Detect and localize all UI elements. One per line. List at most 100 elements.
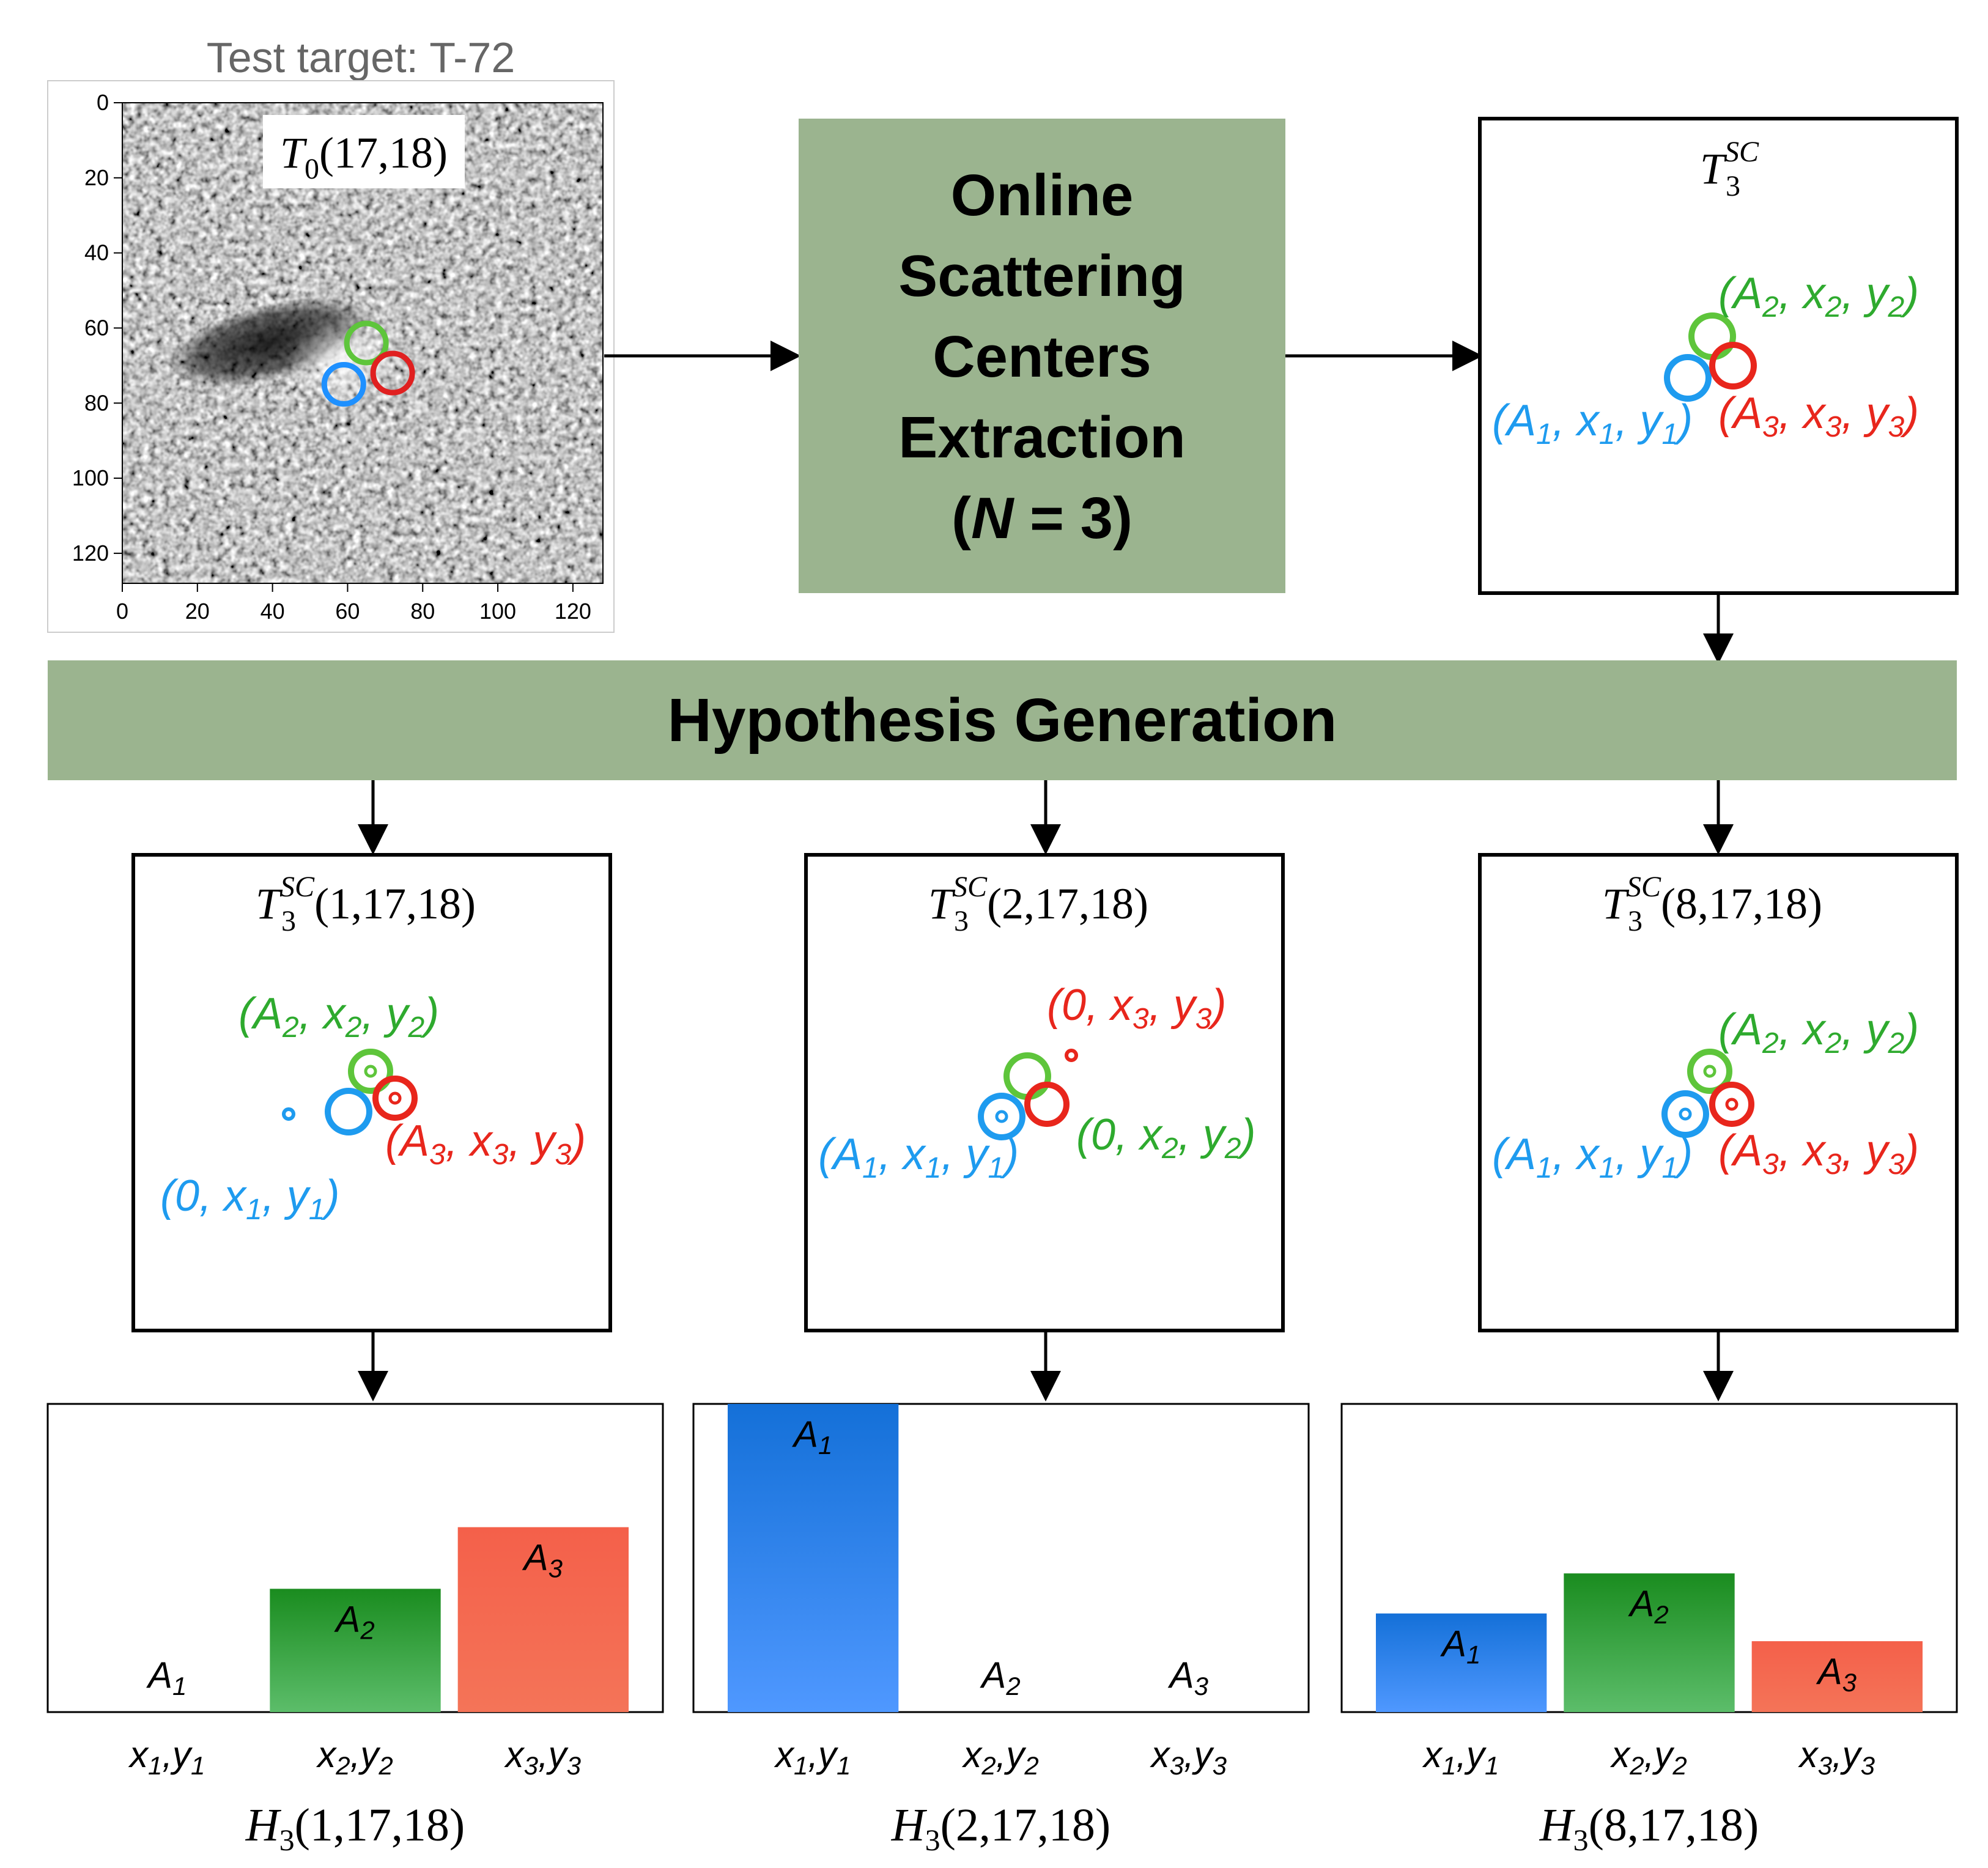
bar-label: A1: [792, 1414, 832, 1460]
extraction-line-4: Extraction: [898, 405, 1185, 470]
bar-label: A3: [522, 1537, 563, 1583]
hypothesis-box-2-title: TSC(2,17,18): [928, 871, 1148, 928]
h3-red-dot: [1725, 1098, 1739, 1111]
extraction-box: Online Scattering Centers Extraction (N …: [799, 119, 1285, 593]
hypothesis-box-1-title: TSC(1,17,18): [256, 871, 476, 928]
bar-blue: [728, 1404, 899, 1712]
h1-label-blue: (0, x1, y1): [160, 1172, 339, 1226]
category-label: x2,y2: [316, 1734, 393, 1780]
sar-x-tick-label: 40: [261, 599, 285, 624]
tsc-box: TSC 3 (A2, x2, y2) (A1, x1, y1) (A3, x3,…: [1478, 117, 1959, 595]
bar-label: A3: [1816, 1651, 1857, 1697]
category-label: x2,y2: [1609, 1734, 1687, 1780]
sar-x-tick-label: 120: [555, 599, 591, 624]
extraction-line-3: Centers: [933, 324, 1151, 389]
hypothesis-bar-bg: [48, 660, 1957, 780]
h1-blue-center: [325, 1088, 372, 1135]
h2-label-green: (0, x2, y2): [1076, 1110, 1255, 1165]
sar-y-tick-label: 120: [72, 541, 109, 566]
h1-blue-shrunk: [282, 1107, 295, 1121]
histogram-chart-1: A1 x1,y1 A2 x2,y2 A3 x3,y3 H3(1,17,18): [46, 1403, 664, 1857]
blue-detection-circle: [321, 362, 366, 407]
category-label: x1,y1: [1422, 1734, 1499, 1780]
sar-y-tick-label: 0: [97, 90, 109, 115]
extraction-box-bg: [799, 119, 1285, 593]
h3-blue-center: [1661, 1090, 1709, 1138]
tsc-label-blue: (A1, x1, y1): [1492, 396, 1693, 451]
tsc-label-red: (A3, x3, y3): [1718, 389, 1919, 443]
hypothesis-box-1: TSC(1,17,18) 3 (A2, x2, y2) (A3, x3, y3)…: [131, 853, 612, 1332]
histogram-chart-2: A1 x1,y1 A2 x2,y2 A3 x3,y3 H3(2,17,18): [692, 1403, 1310, 1857]
sar-x-tick-label: 80: [410, 599, 435, 624]
sar-ticks: 0 20 40 60 80 100 120 0 20 40 60 80 100 120: [72, 90, 591, 624]
h1-green-center: [348, 1049, 393, 1094]
h2-red-shrunk: [1065, 1049, 1078, 1062]
sar-x-tick-label: 100: [479, 599, 516, 624]
bar-label: A1: [1440, 1623, 1480, 1669]
bar-green: [270, 1589, 441, 1712]
target-label-box: [263, 115, 465, 188]
extraction-line-1: Online: [951, 163, 1134, 228]
category-label: x1,y1: [128, 1734, 205, 1780]
green-detection-circle: [344, 320, 389, 366]
h3-label-red: (A3, x3, y3): [1718, 1126, 1919, 1181]
sar-x-tick-label: 20: [185, 599, 210, 624]
h1-label-green: (A2, x2, y2): [238, 989, 439, 1044]
bar-label: A2: [334, 1598, 374, 1644]
hypothesis-generation-bar: Hypothesis Generation: [48, 660, 1957, 780]
tsc-red-center: [1709, 342, 1757, 389]
h2-blue-center: [978, 1093, 1025, 1140]
sar-x-tick-label: 60: [335, 599, 360, 624]
histogram-charts: A1x1,y1A2x2,y2A3x3,y3H3(1,17,18)A1x1,y1A…: [46, 1403, 1958, 1857]
bar-green: [1564, 1573, 1735, 1712]
h1-red-dot: [388, 1091, 402, 1105]
hypothesis-box-3-title: TSC(8,17,18): [1602, 871, 1822, 928]
histogram-chart-3: A1 x1,y1 A2 x2,y2 A3 x3,y3 H3(8,17,18): [1340, 1403, 1958, 1857]
bar-blue: [1376, 1613, 1547, 1712]
target-label: T0(17,18): [280, 128, 448, 185]
hypothesis-bar-label: Hypothesis Generation: [668, 686, 1337, 755]
hypothesis-box-2-title-sub: 3: [954, 905, 969, 937]
hypothesis-box-1-title-sub: 3: [281, 905, 296, 937]
bar-label: A1: [146, 1655, 187, 1700]
chart-title: H3(2,17,18): [891, 1800, 1111, 1857]
tsc-blue-center: [1664, 354, 1712, 402]
extraction-n-value: (N = 3): [952, 485, 1133, 551]
sar-y-tick-label: 100: [72, 465, 109, 490]
h1-red-center: [372, 1076, 418, 1121]
test-target-label: Test target: T-72: [207, 34, 515, 81]
h2-label-blue: (A1, x1, y1): [818, 1130, 1019, 1184]
h3-blue-dot: [1679, 1107, 1692, 1121]
chart-title: H3(8,17,18): [1539, 1800, 1759, 1857]
category-label: x1,y1: [774, 1734, 851, 1780]
bar-label: A2: [1628, 1583, 1668, 1629]
sar-image-panel: 0 20 40 60 80 100 120 0 20 40 60 80 100 120 T0(17,18): [47, 80, 615, 633]
hypothesis-box-3: TSC(8,17,18) 3 (A2, x2, y2) (A1, x1, y1)…: [1478, 853, 1959, 1332]
h2-red-center: [1024, 1082, 1070, 1127]
red-detection-circle: [370, 350, 415, 396]
bar-red: [457, 1527, 629, 1712]
extraction-line-2: Scattering: [898, 243, 1185, 309]
tsc-label-green: (A2, x2, y2): [1718, 269, 1919, 323]
chart-title: H3(1,17,18): [245, 1800, 465, 1857]
h3-green-center: [1687, 1049, 1732, 1094]
h1-green-dot: [364, 1065, 377, 1078]
sar-y-tick-label: 60: [84, 315, 109, 340]
target-bright-return: [287, 318, 397, 404]
h3-green-dot: [1703, 1065, 1716, 1078]
hypothesis-box-2: TSC(2,17,18) 3 (0, x3, y3) (A1, x1, y1) …: [804, 853, 1285, 1332]
category-label: x3,y3: [1798, 1734, 1875, 1780]
hypothesis-box-3-title-sub: 3: [1628, 905, 1643, 937]
sar-y-tick-label: 40: [84, 240, 109, 265]
sar-y-tick-label: 80: [84, 390, 109, 415]
tsc-box-title-sub: 3: [1726, 170, 1740, 202]
bar-red: [1751, 1641, 1923, 1712]
sar-axes-frame: [122, 102, 604, 584]
h1-label-red: (A3, x3, y3): [385, 1117, 586, 1171]
h2-label-red: (0, x3, y3): [1047, 981, 1226, 1035]
bar-label: A3: [1168, 1655, 1208, 1700]
sar-y-tick-label: 20: [84, 165, 109, 190]
tsc-box-title: TSC: [1700, 136, 1759, 193]
h3-label-green: (A2, x2, y2): [1718, 1005, 1919, 1060]
